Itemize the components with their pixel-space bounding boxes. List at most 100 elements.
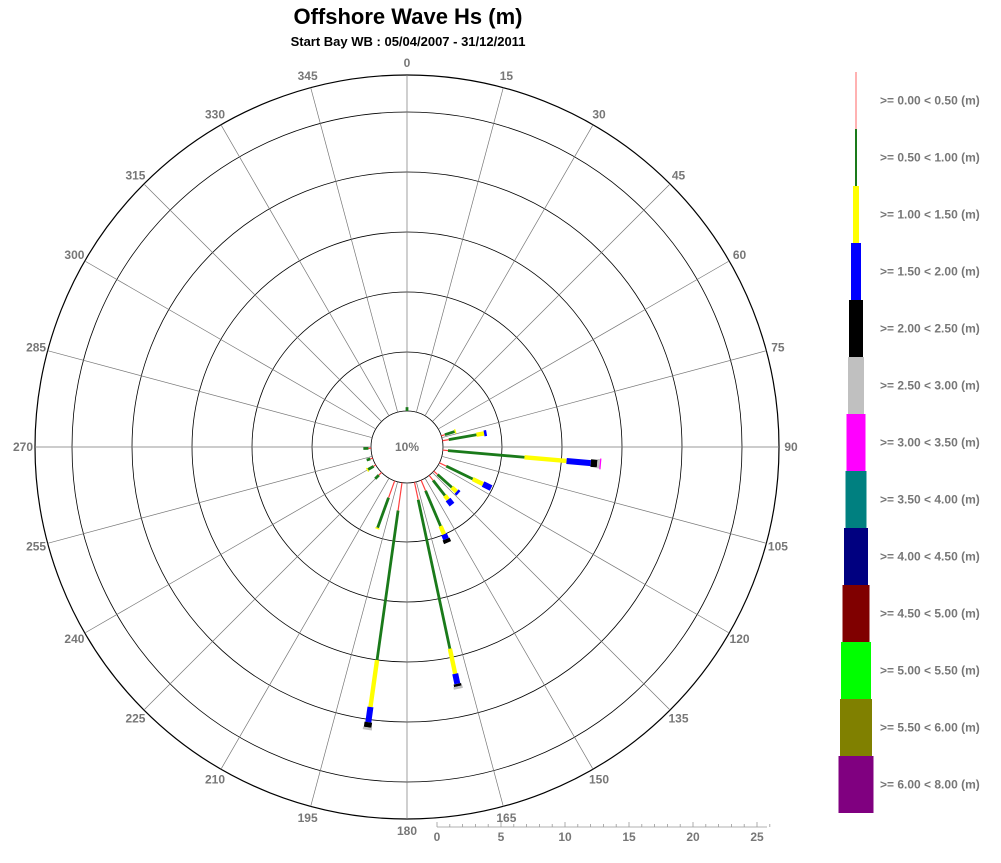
grid-spoke [441, 455, 767, 544]
bar-segment [444, 430, 456, 437]
bar-segment [424, 490, 442, 527]
bar-segment [590, 459, 598, 468]
rose-bar-188 [362, 482, 403, 731]
bar-segment [443, 494, 450, 501]
direction-label: 150 [589, 773, 609, 787]
legend-swatch [855, 72, 857, 129]
direction-label: 195 [298, 811, 318, 825]
legend-label: >= 2.00 < 2.50 (m) [880, 322, 980, 336]
legend-swatch [851, 243, 861, 300]
scale-tick-label: 15 [622, 830, 636, 844]
grid-spoke [220, 478, 390, 770]
direction-label: 300 [64, 248, 84, 262]
bar-segment [433, 470, 438, 475]
direction-label: 285 [26, 341, 46, 355]
bar-segment [416, 499, 452, 650]
grid-spoke [310, 481, 399, 807]
scale-tick-label: 0 [434, 830, 441, 844]
grid-spoke [84, 464, 376, 634]
legend-label: >= 6.00 < 8.00 (m) [880, 778, 980, 792]
bar-segment [420, 479, 427, 491]
bar-segment [374, 474, 380, 480]
rose-bars [362, 407, 602, 731]
legend-swatch [846, 414, 866, 471]
grid-spoke [143, 472, 382, 711]
grid-spoke [432, 472, 671, 711]
legend-label: >= 5.50 < 6.00 (m) [880, 721, 980, 735]
bar-segment [373, 464, 377, 467]
bar-segment [442, 439, 449, 442]
grid-spoke [424, 124, 594, 416]
direction-label: 90 [784, 440, 798, 454]
grid-spoke [441, 350, 767, 439]
legend-label: >= 4.50 < 5.00 (m) [880, 607, 980, 621]
wave-rose-plot: 0153045607590105120135150165180195210225… [13, 56, 798, 844]
grid-spoke [424, 478, 594, 770]
legend-swatch [855, 129, 857, 186]
legend-swatch [841, 642, 871, 699]
legend-label: >= 3.00 < 3.50 (m) [880, 436, 980, 450]
chart-title: Offshore Wave Hs (m) [293, 4, 523, 29]
grid-spoke [143, 183, 382, 422]
bar-segment [365, 467, 370, 473]
rose-bar-95 [442, 449, 602, 470]
scale-axis: 0 5 10 15 20 25 [434, 822, 771, 844]
scale-tick-label: 20 [686, 830, 700, 844]
direction-label: 120 [730, 632, 750, 646]
bar-segment [378, 472, 382, 476]
legend-label: >= 0.00 < 0.50 (m) [880, 94, 980, 108]
bar-segment [365, 706, 374, 723]
direction-label: 210 [205, 773, 225, 787]
direction-label: 30 [592, 107, 606, 121]
rose-bar-240 [365, 464, 377, 473]
legend-label: >= 4.00 < 4.50 (m) [880, 550, 980, 564]
bar-segment [441, 434, 446, 437]
chart-subtitle: Start Bay WB : 05/04/2007 - 31/12/2011 [290, 34, 526, 49]
direction-label: 105 [768, 539, 788, 553]
bar-segment [476, 431, 485, 437]
bar-segment [375, 510, 400, 661]
rose-bar-116 [439, 462, 493, 491]
legend-swatch [845, 471, 867, 528]
legend-label: >= 2.50 < 3.00 (m) [880, 379, 980, 393]
grid-spoke [415, 481, 504, 807]
grid-spoke [310, 87, 399, 413]
scale-tick-label: 25 [750, 830, 764, 844]
bar-segment [367, 465, 375, 471]
direction-label: 345 [298, 69, 318, 83]
legend-label: >= 3.50 < 4.00 (m) [880, 493, 980, 507]
rose-bar-200 [375, 480, 396, 530]
bar-segment [454, 489, 461, 496]
direction-label: 240 [64, 632, 84, 646]
direction-label: 60 [733, 248, 747, 262]
rose-bar-168 [413, 482, 463, 690]
legend-swatch [842, 585, 870, 642]
bar-segment [441, 533, 449, 541]
grid-spoke [47, 350, 373, 439]
bar-segment [524, 455, 567, 464]
legend-label: >= 0.50 < 1.00 (m) [880, 151, 980, 165]
bar-segment [387, 480, 396, 498]
direction-label: 135 [669, 712, 689, 726]
bar-segment [439, 462, 447, 467]
legend-swatch [844, 528, 868, 585]
bar-segment [397, 482, 403, 511]
bar-segment [447, 648, 458, 675]
bar-segment [370, 457, 373, 460]
bar-segment [445, 497, 455, 507]
legend-label: >= 1.50 < 2.00 (m) [880, 265, 980, 279]
direction-label: 180 [397, 824, 417, 838]
direction-label: 330 [205, 107, 225, 121]
grid-spoke [47, 455, 373, 544]
direction-label: 315 [125, 168, 145, 182]
direction-label: 255 [26, 539, 46, 553]
bar-segment [428, 474, 434, 481]
legend-swatch [838, 756, 874, 813]
bar-segment [447, 449, 525, 459]
grid-spoke [220, 124, 390, 416]
bar-segment [368, 659, 380, 708]
bar-segment [471, 477, 485, 487]
grid-spoke [415, 87, 504, 413]
polar-grid [34, 74, 780, 820]
bar-segment [453, 682, 462, 688]
